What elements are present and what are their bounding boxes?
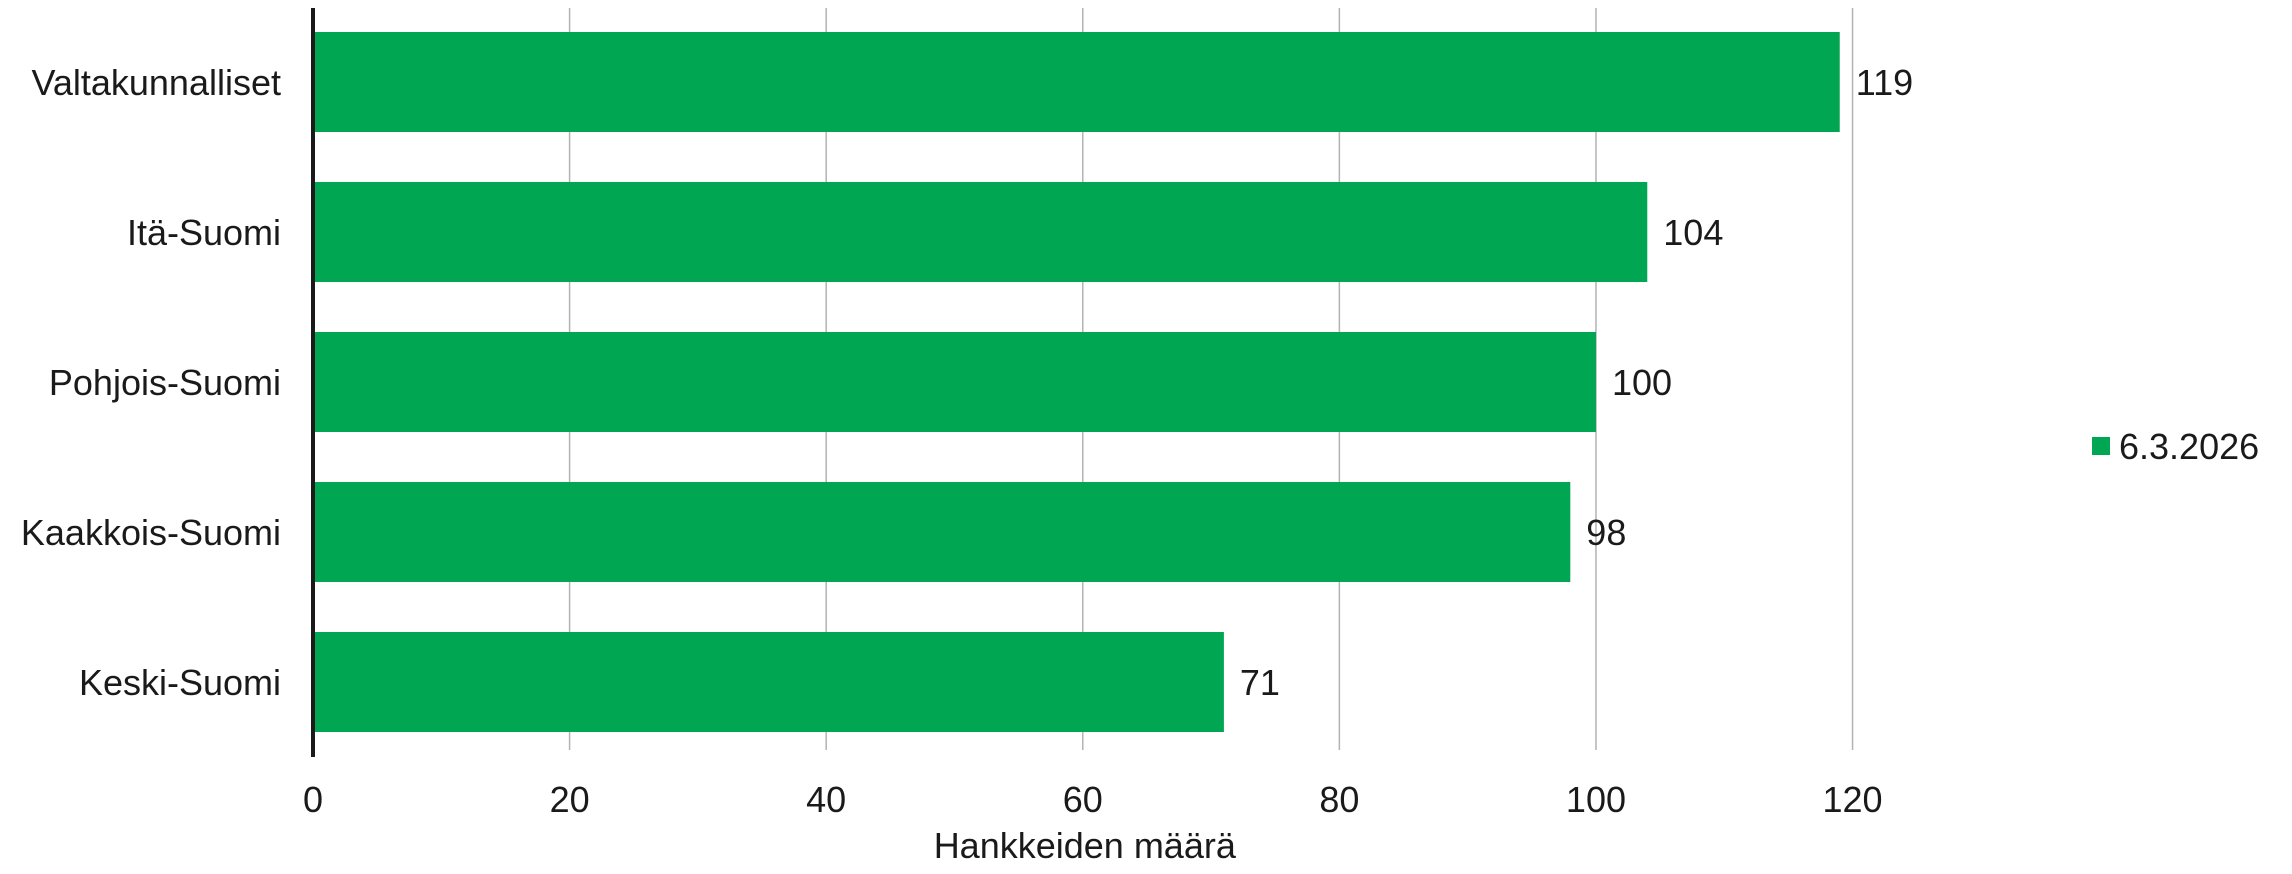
x-tick-label: 120 <box>1823 779 1883 820</box>
bars <box>313 32 1840 732</box>
x-tick-labels: 0 20 40 60 80 100 120 <box>303 779 1883 820</box>
x-tick-label: 80 <box>1319 779 1359 820</box>
data-label: 98 <box>1586 512 1626 553</box>
legend: 6.3.2026 <box>2092 426 2259 467</box>
x-tick-label: 40 <box>806 779 846 820</box>
bar-it-suomi <box>313 182 1648 282</box>
data-label: 100 <box>1612 362 1672 403</box>
bar-keski-suomi <box>313 632 1224 732</box>
data-label: 119 <box>1856 62 1913 103</box>
data-labels: 119 104 100 98 71 <box>1240 62 1913 703</box>
legend-swatch <box>2092 437 2110 455</box>
bar-valtakunnalliset <box>313 32 1840 132</box>
legend-label: 6.3.2026 <box>2119 426 2259 467</box>
category-label: Valtakunnalliset <box>32 62 282 103</box>
x-tick-label: 100 <box>1566 779 1626 820</box>
x-tick-label: 20 <box>550 779 590 820</box>
data-label: 104 <box>1663 212 1723 253</box>
bar-pohjois-suomi <box>313 332 1596 432</box>
category-labels: Valtakunnalliset Itä-Suomi Pohjois-Suomi Ka… <box>21 62 281 703</box>
x-tick-label: 60 <box>1063 779 1103 820</box>
x-axis-title: Hankkeiden määrä <box>934 825 1237 866</box>
category-label: Keski-Suomi <box>79 662 281 703</box>
category-label: Pohjois-Suomi <box>49 362 281 403</box>
x-tick-label: 0 <box>303 779 323 820</box>
category-label: Kaakkois-Suomi <box>21 512 281 553</box>
bar-kaakkois-suomi <box>313 482 1571 582</box>
category-label: Itä-Suomi <box>127 212 281 253</box>
data-label: 71 <box>1240 662 1280 703</box>
